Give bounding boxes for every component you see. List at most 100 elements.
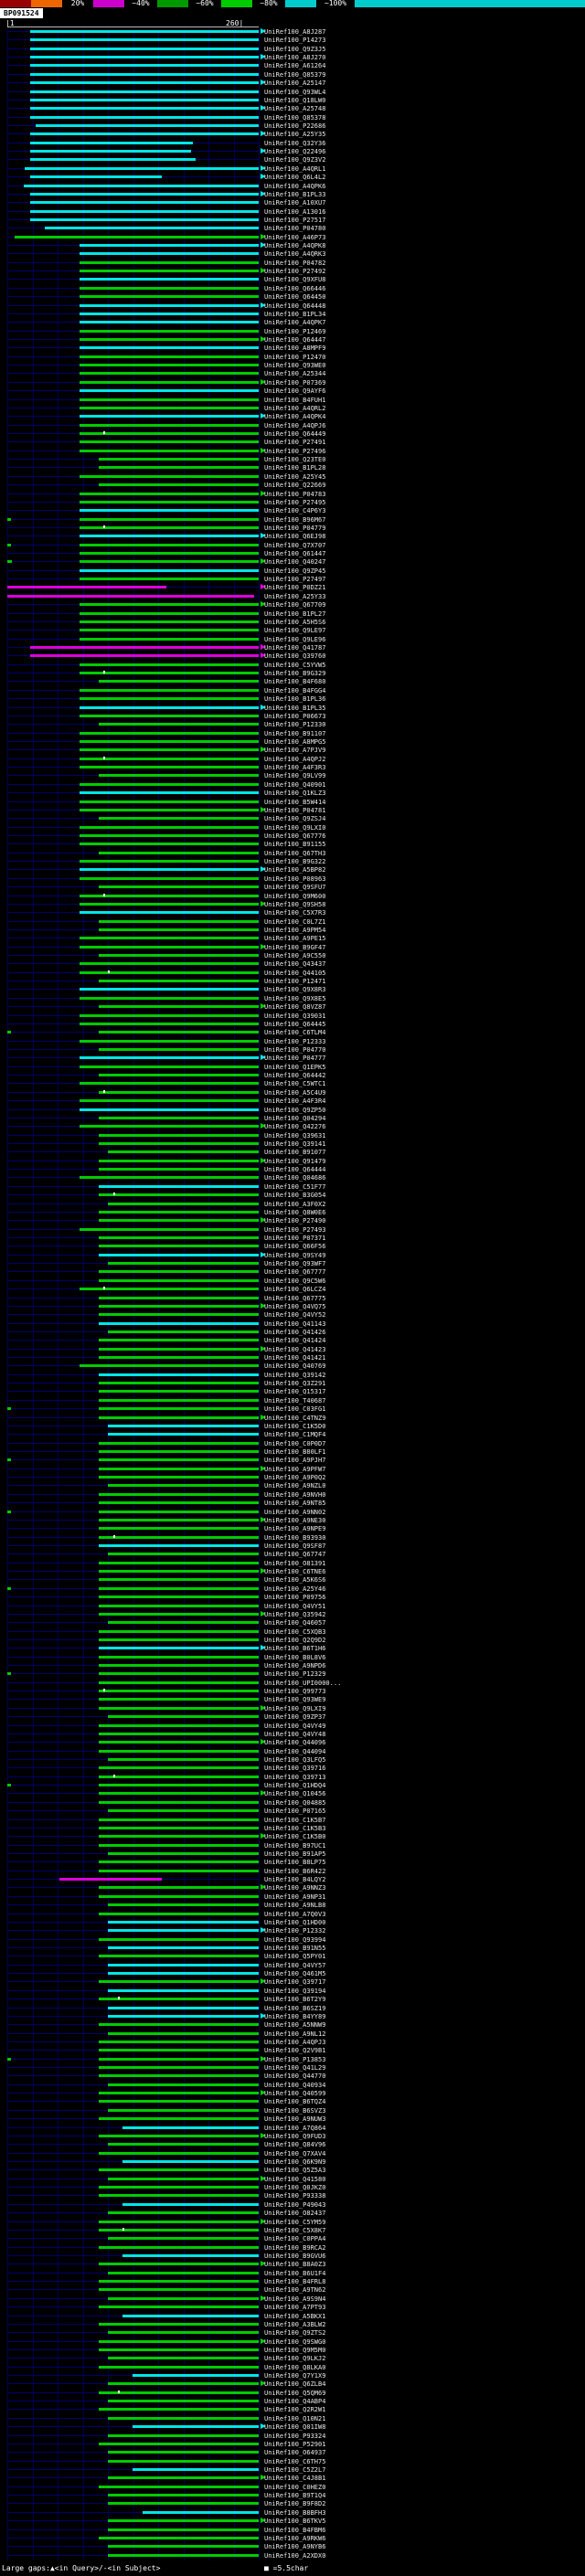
alignment-bar[interactable] [108,1330,259,1333]
hit-label[interactable]: UniRef100_Q39716 [264,1765,326,1772]
hit-label[interactable]: UniRef100_B9G329 [264,670,326,677]
alignment-row[interactable]: UniRef100_B91077 [0,1149,585,1157]
alignment-bar[interactable] [108,1972,259,1975]
alignment-bar[interactable] [79,715,259,717]
hit-label[interactable]: UniRef100_A5BP82 [264,866,326,874]
alignment-bar[interactable] [30,210,259,213]
hit-label[interactable]: UniRef100_B6R422 [264,1868,326,1875]
alignment-row[interactable]: UniRef100_Q41424 [0,1337,585,1345]
alignment-bar[interactable] [122,2203,259,2206]
alignment-row[interactable]: UniRef100_Q1HDQ4 [0,1782,585,1790]
alignment-row[interactable]: UniRef100_B8BFH3 [0,2509,585,2518]
alignment-bar[interactable] [98,1236,259,1239]
alignment-bar[interactable] [98,1690,259,1692]
alignment-row[interactable]: UniRef100_P12333 [0,1038,585,1046]
alignment-row[interactable]: UniRef100_C1K5B7 [0,1817,585,1825]
hit-label[interactable]: UniRef100_Q41423 [264,1346,326,1353]
alignment-bar[interactable] [79,758,259,760]
alignment-bar[interactable] [79,663,259,666]
alignment-row[interactable]: UniRef100_P12329 [0,1670,585,1679]
hit-label[interactable]: UniRef100_A9PFW7 [264,1466,326,1473]
alignment-row[interactable]: UniRef100_Q39141 [0,1140,585,1149]
hit-label[interactable]: UniRef100_Q93994 [264,1936,326,1944]
alignment-bar[interactable] [98,1656,259,1659]
alignment-row[interactable]: UniRef100_C0PPA4 [0,2235,585,2243]
alignment-bar[interactable] [98,2058,259,2061]
alignment-bar[interactable] [79,415,259,418]
alignment-row[interactable]: UniRef100_Q9LE96 [0,636,585,644]
hit-label[interactable]: UniRef100_B9GVU6 [264,2253,326,2260]
alignment-row[interactable]: UniRef100_A25147 [0,80,585,88]
hit-label[interactable]: UniRef100_A4QPK7 [264,319,326,326]
alignment-row[interactable]: UniRef100_Q64445 [0,1021,585,1029]
hit-label[interactable]: UniRef100_Q44105 [264,970,326,977]
alignment-row[interactable]: UniRef100_A9S9N4 [0,2295,585,2304]
alignment-bar[interactable] [98,2135,259,2137]
alignment-bar[interactable] [79,971,259,974]
alignment-row[interactable]: UniRef100_A4QPK4 [0,413,585,421]
alignment-bar[interactable] [98,928,259,931]
hit-label[interactable]: UniRef100_A9PM54 [264,927,326,934]
alignment-bar[interactable] [108,2545,259,2548]
alignment-row[interactable]: UniRef100_Q35942 [0,1611,585,1619]
hit-label[interactable]: UniRef100_B6T2Y9 [264,1996,326,2003]
alignment-bar[interactable] [108,2007,259,2009]
alignment-row[interactable]: UniRef100_A4QPK8 [0,242,585,250]
alignment-row[interactable]: UniRef100_Q44096 [0,1739,585,1747]
hit-label[interactable]: UniRef100_C1K5B0 [264,1833,326,1840]
hit-label[interactable]: UniRef100_Q4VY51 [264,1603,326,1610]
alignment-row[interactable]: UniRef100_A7Q0V3 [0,1911,585,1919]
alignment-row[interactable]: UniRef100_Q9M5M0 [0,2347,585,2355]
alignment-row[interactable]: UniRef100_Q1EPK5 [0,1064,585,1072]
alignment-bar[interactable] [98,1390,259,1393]
alignment-bar[interactable] [79,552,259,555]
alignment-bar[interactable] [98,1254,259,1256]
alignment-bar[interactable] [98,774,259,777]
hit-label[interactable]: UniRef100_P0DZ21 [264,584,326,591]
alignment-row[interactable]: UniRef100_A8MPF9 [0,345,585,353]
hit-label[interactable]: UniRef100_A8J270 [264,54,326,61]
alignment-row[interactable]: UniRef100_Q9ZSJ4 [0,815,585,823]
alignment-bar[interactable] [98,1339,259,1341]
hit-label[interactable]: UniRef100_Q8VZ87 [264,1003,326,1011]
alignment-row[interactable]: UniRef100_A4QPK7 [0,319,585,327]
hit-label[interactable]: UniRef100_B91107 [264,730,326,737]
alignment-bar[interactable] [108,2417,259,2420]
hit-label[interactable]: UniRef100_B8LP75 [264,1859,326,1866]
alignment-row[interactable]: UniRef100_O81391 [0,1560,585,1568]
alignment-row[interactable]: UniRef100_P27493 [0,1226,585,1235]
hit-label[interactable]: UniRef100_Q41143 [264,1320,326,1328]
alignment-row[interactable]: UniRef100_A4F3R3 [0,764,585,772]
hit-label[interactable]: UniRef100_B0L8V6 [264,1654,326,1661]
alignment-row[interactable]: UniRef100_C5X7R3 [0,909,585,917]
hit-label[interactable]: UniRef100_C5Z2L7 [264,2466,326,2474]
hit-label[interactable]: UniRef100_Q9ZSJ4 [264,815,326,822]
alignment-row[interactable]: UniRef100_A9NPE9 [0,1525,585,1533]
alignment-row[interactable]: UniRef100_A9NE30 [0,1517,585,1525]
hit-label[interactable]: UniRef100_Q7Y1X9 [264,2372,326,2380]
alignment-row[interactable]: UniRef100_Q93WE0 [0,362,585,370]
hit-label[interactable]: UniRef100_P04777 [264,1055,326,1062]
alignment-bar[interactable] [108,2143,259,2146]
alignment-row[interactable]: UniRef100_Q9LXI0 [0,824,585,832]
alignment-row[interactable]: UniRef100_C4J8B1 [0,2475,585,2483]
alignment-bar[interactable] [108,2519,259,2522]
hit-label[interactable]: UniRef100_P27496 [264,448,326,455]
hit-label[interactable]: UniRef100_B4LQY2 [264,1876,326,1883]
alignment-bar[interactable] [98,1193,259,1196]
alignment-bar[interactable] [79,304,259,307]
alignment-row[interactable]: UniRef100_Q10456 [0,1790,585,1798]
hit-label[interactable]: UniRef100_Q93WE9 [264,1696,326,1703]
hit-label[interactable]: UniRef100_Q9LXI0 [264,824,326,832]
alignment-row[interactable]: UniRef100_A3BLW2 [0,2321,585,2329]
hit-label[interactable]: UniRef100_Q67TH3 [264,850,326,857]
hit-label[interactable]: UniRef100_O81391 [264,1560,326,1567]
hit-label[interactable]: UniRef100_Q22496 [264,148,326,155]
hit-label[interactable]: UniRef100_Q9C5W6 [264,1277,326,1285]
alignment-bar[interactable] [98,1578,259,1581]
alignment-bar[interactable] [108,1929,259,1932]
alignment-bar[interactable] [30,175,162,178]
hit-label[interactable]: UniRef100_Q8W0E6 [264,1209,326,1216]
alignment-bar[interactable] [108,1946,259,1949]
hit-label[interactable]: UniRef100_B97UC1 [264,1842,326,1850]
